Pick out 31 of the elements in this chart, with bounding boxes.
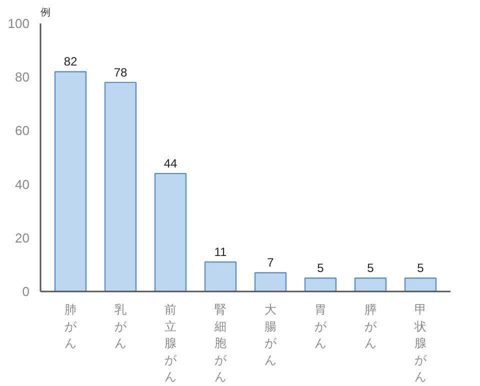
y-axis-title: 例 — [40, 8, 50, 18]
x-tick-label: 大腸がん — [264, 302, 278, 367]
x-tick-label: 胃がん — [314, 302, 328, 350]
x-tick-label: 肺がん — [64, 302, 78, 350]
bar — [104, 82, 137, 292]
y-tick-label: 0 — [22, 284, 30, 299]
data-label: 7 — [267, 256, 274, 270]
bar — [54, 71, 87, 292]
bar — [304, 278, 337, 292]
y-tick-label: 20 — [15, 230, 30, 246]
bar — [154, 172, 187, 292]
x-tick-label: 乳がん — [114, 302, 128, 350]
bar — [254, 272, 287, 292]
y-tick-label: 60 — [15, 123, 30, 138]
y-tick-label: 100 — [8, 16, 30, 31]
data-label: 5 — [317, 261, 324, 276]
x-tick-label: 腎細胞がん — [214, 302, 228, 384]
x-tick-label: 甲状腺がん — [414, 302, 428, 384]
x-tick-label: 前立腺がん — [164, 302, 178, 384]
x-tick-label: 膵がん — [364, 302, 378, 350]
data-label: 5 — [367, 261, 374, 276]
bar — [204, 261, 237, 292]
data-label: 44 — [164, 156, 178, 171]
data-label: 5 — [417, 261, 424, 276]
y-tick-label: 40 — [15, 176, 30, 192]
data-label: 78 — [114, 65, 128, 80]
data-label: 82 — [64, 54, 78, 69]
y-tick-label: 80 — [15, 70, 30, 85]
bar — [404, 278, 437, 292]
data-label: 11 — [214, 245, 228, 260]
bar — [354, 278, 387, 292]
